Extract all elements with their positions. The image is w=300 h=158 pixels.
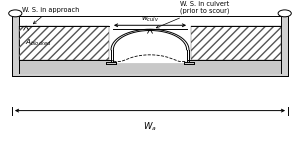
Bar (12, 16, 288, 76)
Polygon shape (113, 30, 187, 62)
Bar (191, 26, 281, 60)
Text: $A_{blocked}$: $A_{blocked}$ (25, 38, 52, 48)
Bar (12, 16, 19, 76)
Circle shape (9, 10, 22, 17)
Text: W. S. in approach: W. S. in approach (22, 7, 79, 24)
Text: $w_{culv}$: $w_{culv}$ (141, 15, 159, 24)
Bar (19, 26, 109, 60)
Text: W. S. in culvert
(prior to scour): W. S. in culvert (prior to scour) (156, 1, 230, 28)
Polygon shape (111, 29, 189, 50)
Text: $W_a$: $W_a$ (143, 120, 157, 133)
Bar (281, 16, 288, 76)
Bar (12, 74, 288, 76)
Circle shape (278, 10, 291, 17)
Bar (19, 60, 281, 76)
